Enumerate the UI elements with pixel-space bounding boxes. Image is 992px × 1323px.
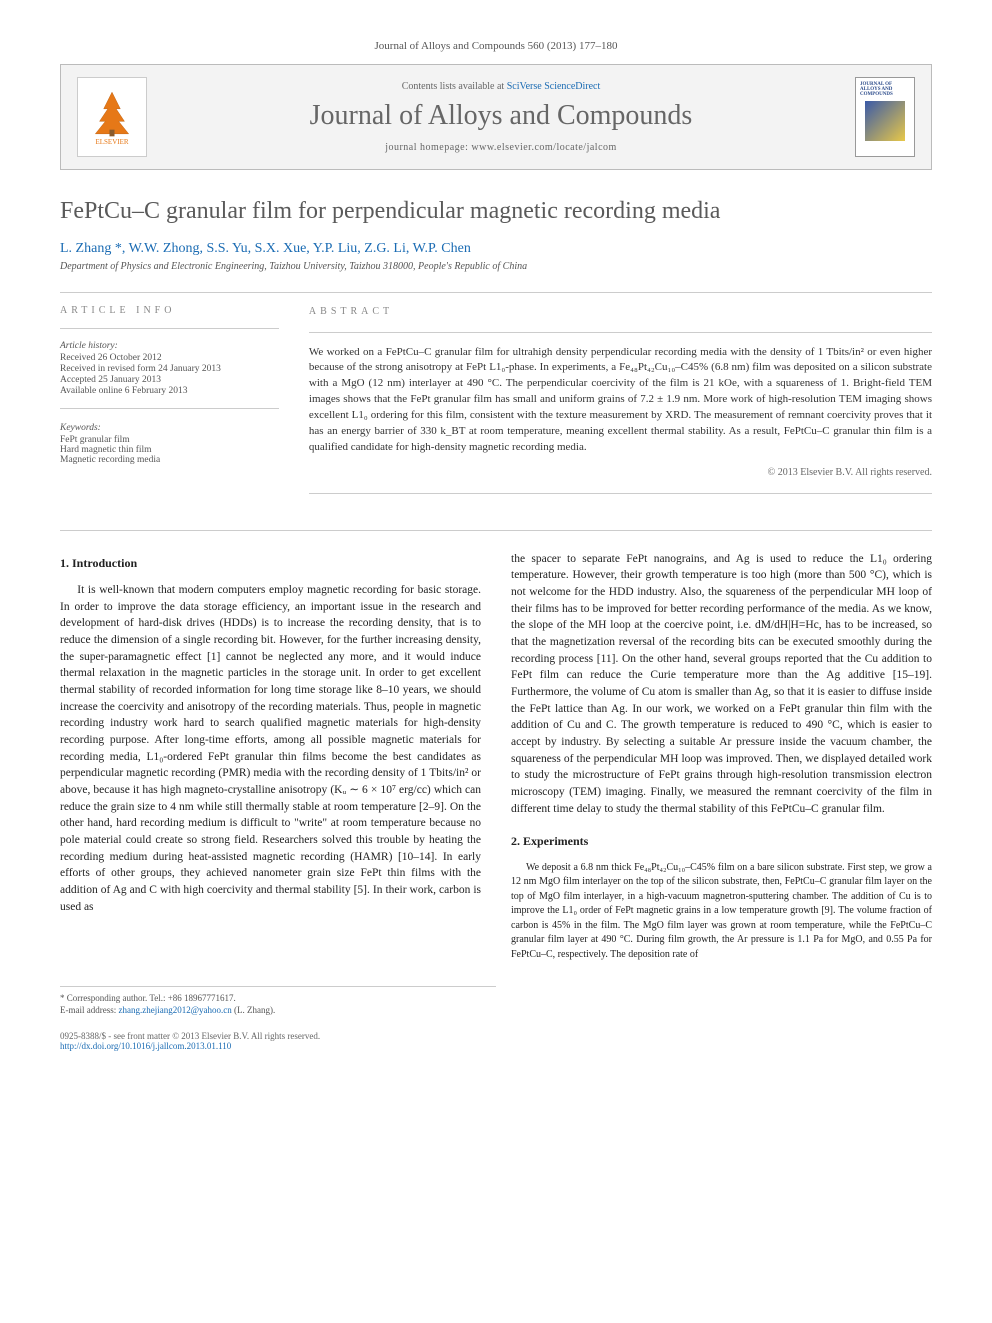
left-column: 1. Introduction It is well-known that mo… <box>60 551 481 963</box>
email-line: E-mail address: zhang.zhejiang2012@yahoo… <box>60 1005 496 1015</box>
experiments-heading: 2. Experiments <box>511 833 932 850</box>
elsevier-logo[interactable]: ELSEVIER <box>77 77 147 157</box>
history-line: Received 26 October 2012 <box>60 353 279 363</box>
email-label: E-mail address: <box>60 1005 118 1015</box>
divider <box>60 530 932 531</box>
history-line: Available online 6 February 2013 <box>60 386 279 396</box>
keyword: FePt granular film <box>60 435 279 445</box>
keyword: Hard magnetic thin film <box>60 445 279 455</box>
thumb-title: JOURNAL OF ALLOYS AND COMPOUNDS <box>860 82 910 97</box>
journal-name-heading: Journal of Alloys and Compounds <box>163 100 839 132</box>
footnote-block: * Corresponding author. Tel.: +86 189677… <box>60 986 496 1015</box>
meta-abstract-row: ARTICLE INFO Article history: Received 2… <box>60 305 932 506</box>
journal-homepage-line: journal homepage: www.elsevier.com/locat… <box>163 142 839 153</box>
page-footer: 0925-8388/$ - see front matter © 2013 El… <box>60 1031 932 1051</box>
body-columns: 1. Introduction It is well-known that mo… <box>60 551 932 963</box>
article-title: FePtCu–C granular film for perpendicular… <box>60 198 932 225</box>
elsevier-logo-text: ELSEVIER <box>95 138 128 146</box>
abstract-heading: ABSTRACT <box>309 305 932 320</box>
affiliation: Department of Physics and Electronic Eng… <box>60 261 932 272</box>
history-line: Accepted 25 January 2013 <box>60 375 279 385</box>
journal-header-box: ELSEVIER Contents lists available at Sci… <box>60 64 932 170</box>
issn-line: 0925-8388/$ - see front matter © 2013 El… <box>60 1031 932 1041</box>
journal-cover-thumbnail[interactable]: JOURNAL OF ALLOYS AND COMPOUNDS <box>855 77 915 157</box>
header-center: Contents lists available at SciVerse Sci… <box>163 81 839 153</box>
contents-available-line: Contents lists available at SciVerse Sci… <box>163 81 839 92</box>
tree-icon <box>87 88 137 138</box>
experiments-paragraph: We deposit a 6.8 nm thick Fe₄₈Pt₄₂Cu₁₀–C… <box>511 861 932 963</box>
divider <box>309 493 932 494</box>
author-list: L. Zhang *, W.W. Zhong, S.S. Yu, S.X. Xu… <box>60 241 932 257</box>
divider <box>60 292 932 293</box>
right-column: the spacer to separate FePt nanograins, … <box>511 551 932 963</box>
keyword: Magnetic recording media <box>60 455 279 465</box>
intro-paragraph-cont: the spacer to separate FePt nanograins, … <box>511 551 932 818</box>
article-info-column: ARTICLE INFO Article history: Received 2… <box>60 305 279 506</box>
journal-reference: Journal of Alloys and Compounds 560 (201… <box>60 40 932 52</box>
divider <box>60 328 279 329</box>
divider <box>60 408 279 409</box>
author-link[interactable]: L. Zhang *, W.W. Zhong, S.S. Yu, S.X. Xu… <box>60 241 471 256</box>
article-info-heading: ARTICLE INFO <box>60 305 279 316</box>
abstract-text: We worked on a FePtCu–C granular film fo… <box>309 345 932 457</box>
history-label: Article history: <box>60 341 279 351</box>
email-suffix: (L. Zhang). <box>232 1005 275 1015</box>
intro-paragraph: It is well-known that modern computers e… <box>60 582 481 915</box>
abstract-column: ABSTRACT We worked on a FePtCu–C granula… <box>309 305 932 506</box>
sciencedirect-link[interactable]: SciVerse ScienceDirect <box>507 81 601 92</box>
doi-link[interactable]: http://dx.doi.org/10.1016/j.jallcom.2013… <box>60 1041 231 1051</box>
thumb-image <box>865 101 905 141</box>
corresponding-author-note: * Corresponding author. Tel.: +86 189677… <box>60 993 496 1003</box>
contents-prefix: Contents lists available at <box>402 81 507 92</box>
history-line: Received in revised form 24 January 2013 <box>60 364 279 374</box>
email-link[interactable]: zhang.zhejiang2012@yahoo.cn <box>118 1005 231 1015</box>
divider <box>309 332 932 333</box>
abstract-copyright: © 2013 Elsevier B.V. All rights reserved… <box>309 466 932 481</box>
introduction-heading: 1. Introduction <box>60 555 481 572</box>
keywords-label: Keywords: <box>60 423 279 433</box>
